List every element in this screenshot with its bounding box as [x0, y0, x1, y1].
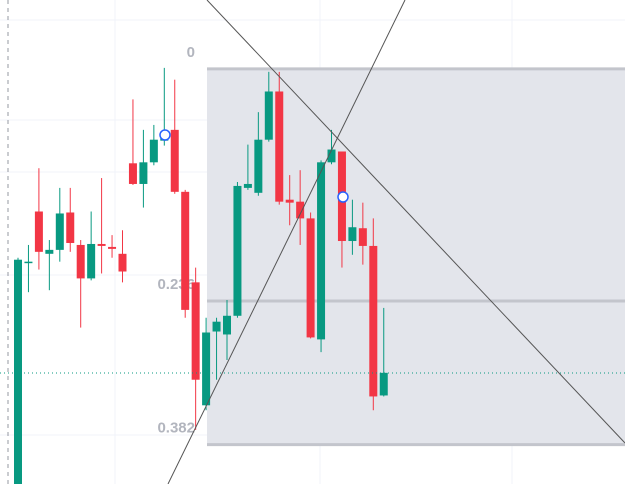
- candle-body: [327, 149, 336, 163]
- candle-body: [118, 253, 127, 272]
- candle-body: [108, 246, 117, 249]
- candle-body: [170, 129, 179, 192]
- fib-level-label: 0.382: [157, 420, 195, 437]
- trend-line: [167, 0, 406, 484]
- candle-body: [254, 139, 263, 193]
- candle-body: [139, 162, 148, 184]
- anchor-handle[interactable]: [337, 191, 349, 203]
- candle-body: [24, 261, 33, 264]
- candle-body: [285, 199, 294, 203]
- candle-body: [97, 243, 106, 246]
- candle-body: [66, 212, 75, 243]
- candle-body: [233, 185, 242, 316]
- candle-body: [223, 315, 231, 335]
- candle-body: [45, 249, 54, 254]
- candle-body: [243, 183, 252, 188]
- candle-body: [181, 191, 190, 310]
- candle-body: [275, 91, 284, 202]
- fib-level-label: 0: [187, 44, 195, 61]
- candle-body: [55, 213, 64, 250]
- candle-body: [34, 211, 43, 252]
- candle-body: [306, 218, 315, 338]
- candle-body: [296, 201, 305, 219]
- candle-body: [191, 282, 200, 380]
- candle-body: [128, 163, 137, 184]
- candle-body: [348, 227, 357, 242]
- candle-body: [76, 244, 85, 279]
- candle-body: [358, 228, 367, 246]
- candle-body: [149, 139, 158, 163]
- anchor-handle[interactable]: [159, 129, 171, 141]
- candle-body: [369, 245, 378, 397]
- candle-body: [264, 91, 273, 140]
- candle-body: [212, 321, 221, 332]
- candle-body: [379, 372, 388, 396]
- trend-line: [206, 0, 625, 444]
- candle-body: [14, 259, 22, 484]
- candle-body: [87, 243, 96, 279]
- candle-body: [202, 332, 211, 406]
- candle-body: [317, 162, 326, 340]
- fib-level-label: 0.236: [157, 276, 195, 293]
- fib-retracement: 0 0.236 0.382: [157, 44, 625, 447]
